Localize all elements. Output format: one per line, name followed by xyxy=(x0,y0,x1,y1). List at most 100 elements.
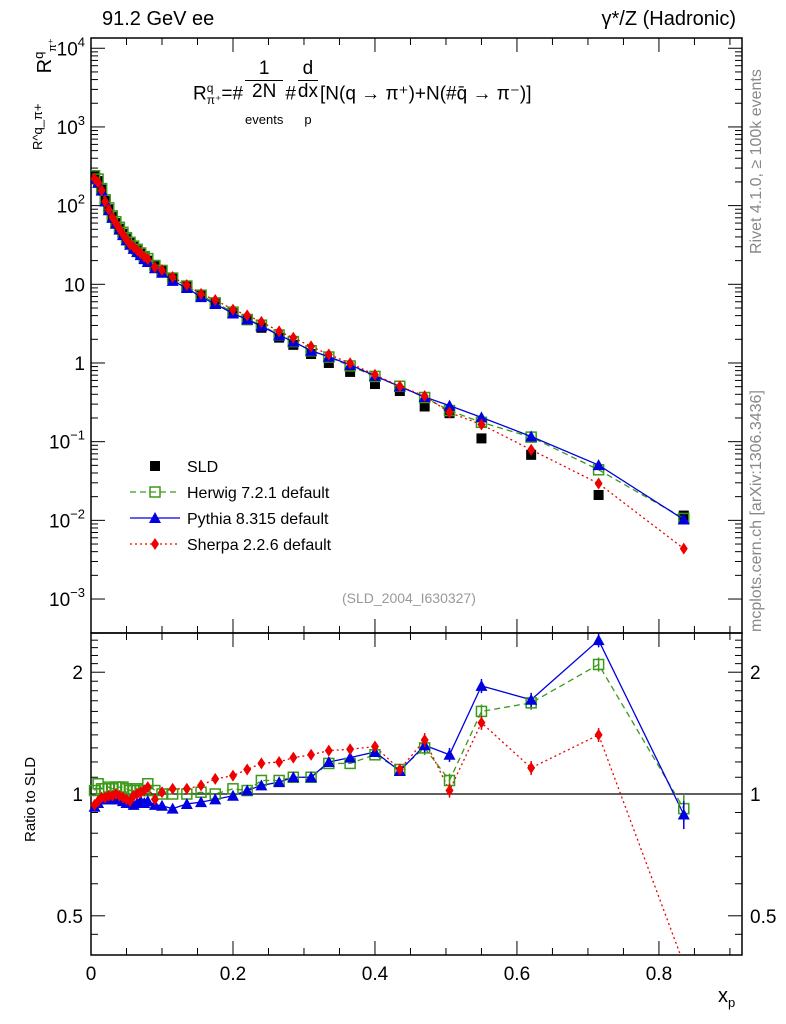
sherpa-ratio-point xyxy=(370,740,379,753)
sherpa-ratio-point xyxy=(257,757,266,770)
ratio-tick-label-right: 2 xyxy=(750,663,761,684)
formula-den1-sub: events xyxy=(245,111,284,127)
sherpa-point xyxy=(150,261,159,274)
y-tick-exponent: 4 xyxy=(78,34,85,49)
legend-entry: Sherpa 2.2.6 default xyxy=(187,537,332,554)
sherpa-point xyxy=(97,184,106,197)
rivet-label: Rivet 4.1.0, ≥ 100k events xyxy=(748,69,765,254)
ylabel-main: R xyxy=(33,58,56,74)
pythia-point xyxy=(592,459,605,471)
y-tick-label: 103 xyxy=(57,113,85,139)
sherpa-ratio-point xyxy=(395,763,404,776)
ratio-tick-label-right: 1 xyxy=(750,785,761,806)
mcplots-label: mcplots.cern.ch [arXiv:1306.3436] xyxy=(748,390,765,632)
ylabel-sub: π⁺ xyxy=(46,38,59,52)
sherpa-point xyxy=(104,203,113,216)
ratio-tick-label-left: 1 xyxy=(72,785,83,806)
sld-point xyxy=(476,433,487,444)
x-tick-label: 0.6 xyxy=(504,964,530,985)
pythia-ratio-point xyxy=(209,793,222,805)
xlabel-sub: p xyxy=(728,995,736,1010)
pythia-point xyxy=(443,399,456,411)
formula-eq: =# xyxy=(221,83,244,105)
pythia-point xyxy=(677,513,690,525)
sherpa-ratio-point xyxy=(150,793,159,806)
sherpa-point xyxy=(211,293,220,306)
legend-entry: Herwig 7.2.1 default xyxy=(187,485,330,502)
y-tick-label: 10 xyxy=(64,275,85,296)
sherpa-ratio-point xyxy=(275,755,284,768)
ratio-tick-label-left: 2 xyxy=(72,663,83,684)
pythia-point xyxy=(525,430,538,442)
pythia-ratio-point xyxy=(241,784,254,796)
xlabel-main: x xyxy=(718,985,728,1007)
sherpa-ratio-point xyxy=(346,743,355,756)
sherpa-point xyxy=(275,325,284,338)
y-tick-exponent: −3 xyxy=(70,585,85,600)
formula-rhs: [N(q → π⁺)+N(#q̄ → π⁻)] xyxy=(320,83,532,105)
sherpa-point xyxy=(395,380,404,393)
sherpa-ratio-point xyxy=(168,782,177,795)
sherpa-ratio-point xyxy=(211,772,220,785)
formula-den1: 2N xyxy=(252,81,277,102)
sherpa-point xyxy=(477,418,486,431)
y-axis-label-ratio: Ratio to SLD xyxy=(22,756,39,842)
legend-marker xyxy=(149,512,161,523)
sherpa-point xyxy=(143,253,152,266)
pythia-ratio-point xyxy=(180,797,193,809)
sherpa-ratio-point xyxy=(143,781,152,794)
sherpa-point xyxy=(370,368,379,381)
x-tick-label: 0.2 xyxy=(220,964,246,985)
sherpa-point xyxy=(679,542,688,555)
pythia-ratio-point xyxy=(322,755,335,767)
ylabel-sup: q xyxy=(31,51,47,59)
legend-sld-marker xyxy=(150,461,160,471)
x-tick-label: 0 xyxy=(86,964,97,985)
pythia-ratio-point xyxy=(255,779,268,791)
ratio-tick-label-right: 0.5 xyxy=(750,907,776,928)
x-tick-label: 0.8 xyxy=(646,964,672,985)
sherpa-point xyxy=(420,389,429,402)
legend-entry: Pythia 8.315 default xyxy=(187,511,329,528)
formula-num2: d xyxy=(297,58,318,81)
y-tick-label: 10−3 xyxy=(49,585,85,611)
sherpa-point xyxy=(445,406,454,419)
sherpa-ratio-point xyxy=(324,744,333,757)
x-axis-label: xp xyxy=(718,985,735,1010)
sld-point xyxy=(593,489,604,500)
sherpa-point xyxy=(94,176,103,189)
sherpa-point xyxy=(289,331,298,344)
sherpa-point xyxy=(527,443,536,456)
formula-den2: dx xyxy=(297,81,318,102)
sherpa-point xyxy=(101,195,110,208)
y-tick-exponent: 2 xyxy=(78,192,85,207)
y-tick-label: 10−2 xyxy=(49,506,85,532)
pythia-ratio-point xyxy=(166,802,179,814)
ratio-series-group xyxy=(93,639,685,955)
y-tick-exponent: −1 xyxy=(70,428,85,443)
y-tick-exponent: −2 xyxy=(70,506,85,521)
formula-sub: π⁺ xyxy=(206,93,222,108)
sherpa-ratio-point xyxy=(182,782,191,795)
legend-marker xyxy=(151,538,159,550)
sherpa-point xyxy=(197,287,206,300)
sherpa-point xyxy=(594,477,603,490)
sld-point xyxy=(419,401,430,412)
legend-entry: SLD xyxy=(187,459,218,476)
sherpa-point xyxy=(324,348,333,361)
sherpa-ratio-point xyxy=(228,769,237,782)
legend-marker xyxy=(149,486,161,498)
formula-lhs: R xyxy=(193,83,207,105)
pythia-ratio-point xyxy=(155,799,168,811)
y-tick-label: 10−1 xyxy=(49,428,85,454)
pythia-ratio-point xyxy=(226,789,239,801)
x-tick-label: 0.4 xyxy=(362,964,389,985)
sherpa-point xyxy=(243,309,252,322)
sld-point xyxy=(345,366,356,377)
sherpa-point xyxy=(257,315,266,328)
sherpa-point xyxy=(168,271,177,284)
pythia-ratio-point xyxy=(195,796,208,808)
sld-point xyxy=(369,379,380,390)
pythia-point xyxy=(475,411,488,423)
